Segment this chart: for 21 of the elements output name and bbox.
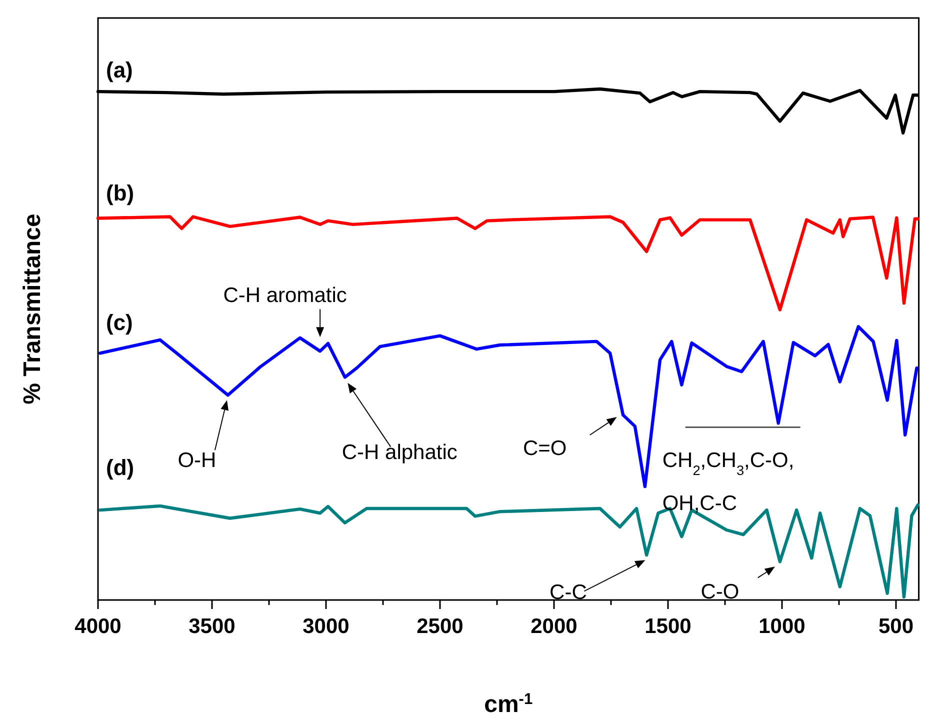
series-label: (c)	[106, 310, 133, 336]
x-tick-label: 3000	[302, 615, 350, 638]
x-tick-label: 1500	[644, 615, 692, 638]
x-axis-title: cm$^{-1}$	[484, 690, 533, 718]
series-label: (b)	[106, 180, 134, 206]
annotation: C-H aromatic	[223, 284, 347, 308]
x-tick-label: 3500	[188, 615, 236, 638]
annotation: C=O	[522, 437, 567, 460]
x-tick-label: 2000	[530, 615, 578, 638]
x-tick-label: 500	[878, 615, 914, 638]
annotation: C-C	[550, 581, 587, 604]
x-tick-label: 1000	[758, 615, 806, 638]
x-tick-label: 2500	[416, 615, 464, 638]
annotation: O-H	[178, 449, 216, 472]
annotation: C-O	[700, 580, 740, 604]
annotation: CH$_{2}$,CH$_{3}$,C-O, OH,C-C	[662, 449, 794, 516]
annotation: C-H alphatic	[342, 440, 458, 464]
series-label: (d)	[106, 455, 134, 480]
series-label: (a)	[106, 58, 133, 83]
x-tick-label: 4000	[74, 615, 122, 638]
y-axis-title: % Transmittance	[19, 214, 46, 404]
